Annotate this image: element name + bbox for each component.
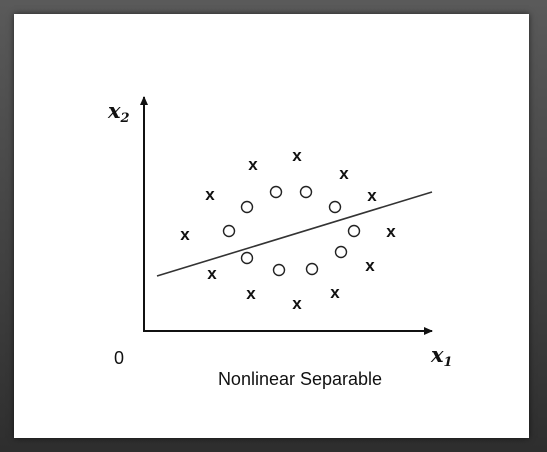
circle-point (305, 262, 319, 276)
circle-point (222, 224, 236, 238)
circle-point (299, 185, 313, 199)
circle-point (334, 245, 348, 259)
cross-point: x (386, 222, 396, 241)
cross-point: x (207, 264, 217, 283)
circle-point (272, 263, 286, 277)
circle-point (240, 251, 254, 265)
cross-point: x (330, 283, 340, 302)
cross-point: x (292, 294, 302, 313)
cross-point: x (246, 284, 256, 303)
cross-point: x (367, 186, 377, 205)
linear-decision-boundary (156, 191, 433, 277)
origin-label: 0 (114, 348, 124, 368)
cross-point: x (292, 146, 302, 165)
y-axis-label: x2 (107, 98, 130, 126)
circle-class-points (222, 185, 361, 277)
cross-class-points: x xxx xx xx xx xx (180, 146, 396, 313)
circle-point (240, 200, 254, 214)
x-axis-label: x1 (430, 342, 453, 370)
circle-point (347, 224, 361, 238)
circle-point (328, 200, 342, 214)
circle-point (269, 185, 283, 199)
cross-point: x (248, 155, 258, 174)
figure-panel (14, 14, 529, 438)
cross-point: x (205, 185, 215, 204)
cross-point: x (365, 256, 375, 275)
figure-caption: Nonlinear Separable (218, 369, 382, 389)
cross-point: x (180, 225, 190, 244)
cross-point: x (339, 164, 349, 183)
